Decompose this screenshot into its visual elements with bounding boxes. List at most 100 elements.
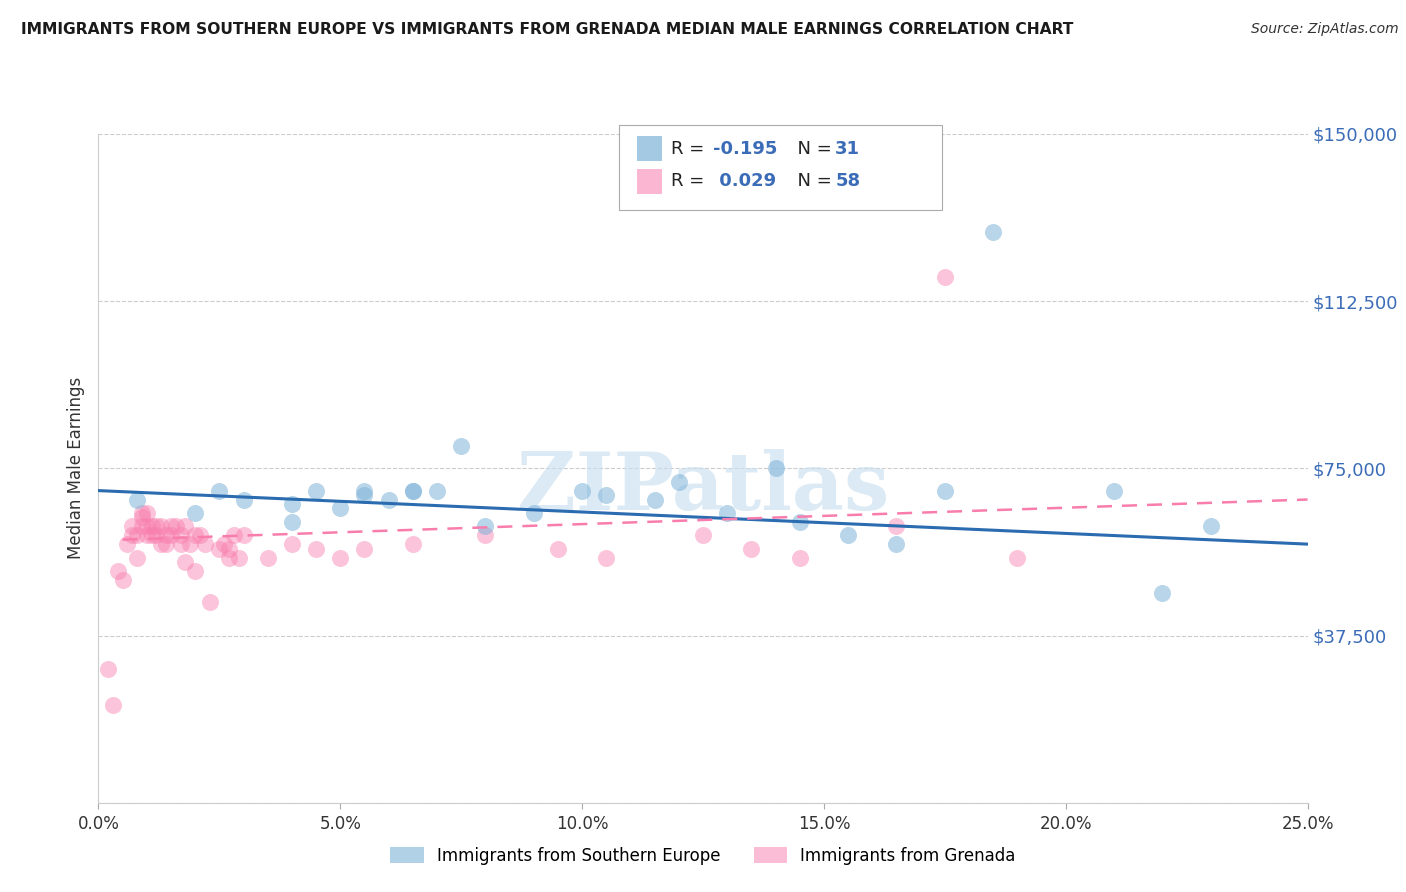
Point (107, 564, 129, 578)
Point (198, 595, 221, 609)
Point (127, 550, 149, 565)
Point (127, 492, 149, 507)
Point (131, 519, 153, 533)
Point (305, 541, 328, 556)
Point (474, 519, 496, 533)
Point (165, 519, 187, 533)
Text: -0.195: -0.195 (713, 140, 778, 158)
Point (789, 515, 811, 529)
Point (1007, 550, 1029, 565)
Point (402, 483, 425, 498)
Point (218, 541, 240, 556)
Text: 58: 58 (835, 172, 860, 190)
Point (184, 528, 207, 542)
Point (228, 550, 250, 565)
Point (305, 483, 328, 498)
Point (1102, 483, 1125, 498)
Point (668, 475, 690, 489)
Point (222, 528, 245, 542)
Point (160, 528, 183, 542)
Text: ZIPatlas: ZIPatlas (517, 450, 889, 527)
Point (135, 528, 157, 542)
Point (232, 528, 254, 542)
Point (179, 537, 201, 551)
Point (329, 501, 352, 516)
Text: 0.029: 0.029 (713, 172, 776, 190)
Point (934, 269, 956, 284)
Point (212, 537, 235, 551)
Point (353, 541, 375, 556)
Point (141, 528, 163, 542)
Point (981, 225, 1004, 239)
Point (150, 537, 173, 551)
Point (150, 519, 173, 533)
Point (474, 528, 496, 542)
Point (208, 541, 231, 556)
Point (121, 528, 143, 542)
Text: R =: R = (671, 172, 710, 190)
Point (169, 528, 191, 542)
Legend: Immigrants from Southern Europe, Immigrants from Grenada: Immigrants from Southern Europe, Immigra… (384, 840, 1022, 871)
Point (547, 541, 569, 556)
Point (169, 537, 191, 551)
Point (117, 537, 139, 551)
Point (160, 519, 183, 533)
Point (595, 488, 617, 502)
Point (353, 488, 375, 502)
Point (184, 506, 207, 520)
Point (644, 492, 666, 507)
Point (155, 528, 177, 542)
Text: 31: 31 (835, 140, 860, 158)
Point (789, 550, 811, 565)
Point (740, 541, 762, 556)
Point (131, 506, 153, 520)
Point (155, 537, 177, 551)
Text: Source: ZipAtlas.com: Source: ZipAtlas.com (1251, 22, 1399, 37)
Text: R =: R = (671, 140, 710, 158)
Point (101, 698, 124, 712)
Point (281, 515, 304, 529)
Point (97, 662, 120, 676)
Point (886, 537, 908, 551)
Point (141, 519, 163, 533)
Y-axis label: Median Male Earnings: Median Male Earnings (67, 377, 86, 559)
Point (121, 519, 143, 533)
Point (232, 492, 254, 507)
Point (135, 519, 157, 533)
Point (131, 510, 153, 524)
Point (256, 550, 278, 565)
Point (127, 528, 149, 542)
Point (135, 506, 157, 520)
Point (184, 564, 207, 578)
Point (426, 483, 449, 498)
Point (765, 461, 787, 475)
Point (523, 506, 546, 520)
Point (716, 506, 738, 520)
Point (174, 519, 197, 533)
Point (188, 528, 211, 542)
Point (145, 519, 167, 533)
Point (1152, 586, 1174, 600)
Point (145, 528, 167, 542)
Point (281, 497, 304, 511)
Text: IMMIGRANTS FROM SOUTHERN EUROPE VS IMMIGRANTS FROM GRENADA MEDIAN MALE EARNINGS : IMMIGRANTS FROM SOUTHERN EUROPE VS IMMIG… (21, 22, 1073, 37)
Point (692, 528, 714, 542)
Point (353, 483, 375, 498)
Text: N =: N = (786, 172, 838, 190)
Point (1199, 519, 1222, 533)
Point (218, 550, 240, 565)
Point (111, 573, 134, 587)
Point (571, 483, 593, 498)
Point (281, 537, 304, 551)
Point (450, 439, 472, 453)
Text: N =: N = (786, 140, 838, 158)
Point (377, 492, 399, 507)
Point (174, 555, 197, 569)
Point (837, 528, 859, 542)
Point (595, 550, 617, 565)
Point (402, 483, 425, 498)
Point (886, 519, 908, 533)
Point (402, 537, 425, 551)
Point (934, 483, 956, 498)
Point (194, 537, 217, 551)
